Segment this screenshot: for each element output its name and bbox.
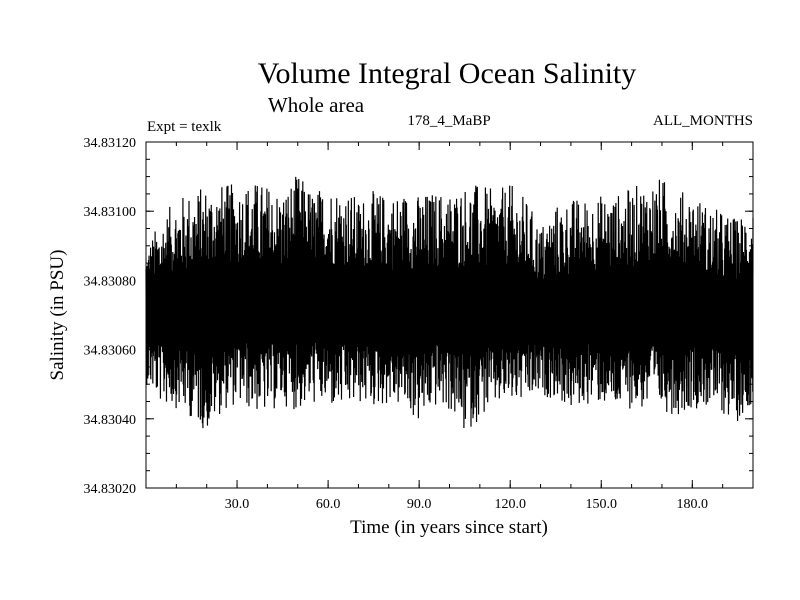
x-axis: 30.0 60.0 90.0 120.0 150.0 180.0 — [175, 142, 724, 512]
y-tick-label: 34.83120 — [84, 136, 137, 151]
y-tick-label: 34.83080 — [84, 274, 137, 289]
chart-subtitle: Whole area — [268, 93, 365, 117]
x-tick-label: 30.0 — [225, 497, 250, 512]
x-tick-label: 150.0 — [586, 497, 618, 512]
y-axis: 34.83020 34.83040 34.83060 34.83080 34.83100… — [84, 136, 753, 497]
x-tick-label: 90.0 — [407, 497, 432, 512]
x-tick-label: 60.0 — [316, 497, 341, 512]
x-axis-label: Time (in years since start) — [350, 517, 548, 538]
y-tick-label: 34.83020 — [84, 482, 137, 497]
y-axis-label: Salinity (in PSU) — [47, 250, 68, 381]
salinity-series-line — [145, 176, 754, 429]
y-tick-label: 34.83100 — [84, 205, 137, 220]
chart-title: Volume Integral Ocean Salinity — [258, 57, 637, 90]
series-layer — [145, 176, 754, 429]
period-label: 178_4_MaBP — [407, 113, 490, 129]
months-label: ALL_MONTHS — [653, 113, 753, 129]
y-tick-label: 34.83060 — [84, 344, 137, 359]
x-tick-label: 180.0 — [677, 497, 709, 512]
experiment-label: Expt = texlk — [147, 119, 222, 135]
y-tick-label: 34.83040 — [84, 413, 137, 428]
x-tick-label: 120.0 — [494, 497, 526, 512]
